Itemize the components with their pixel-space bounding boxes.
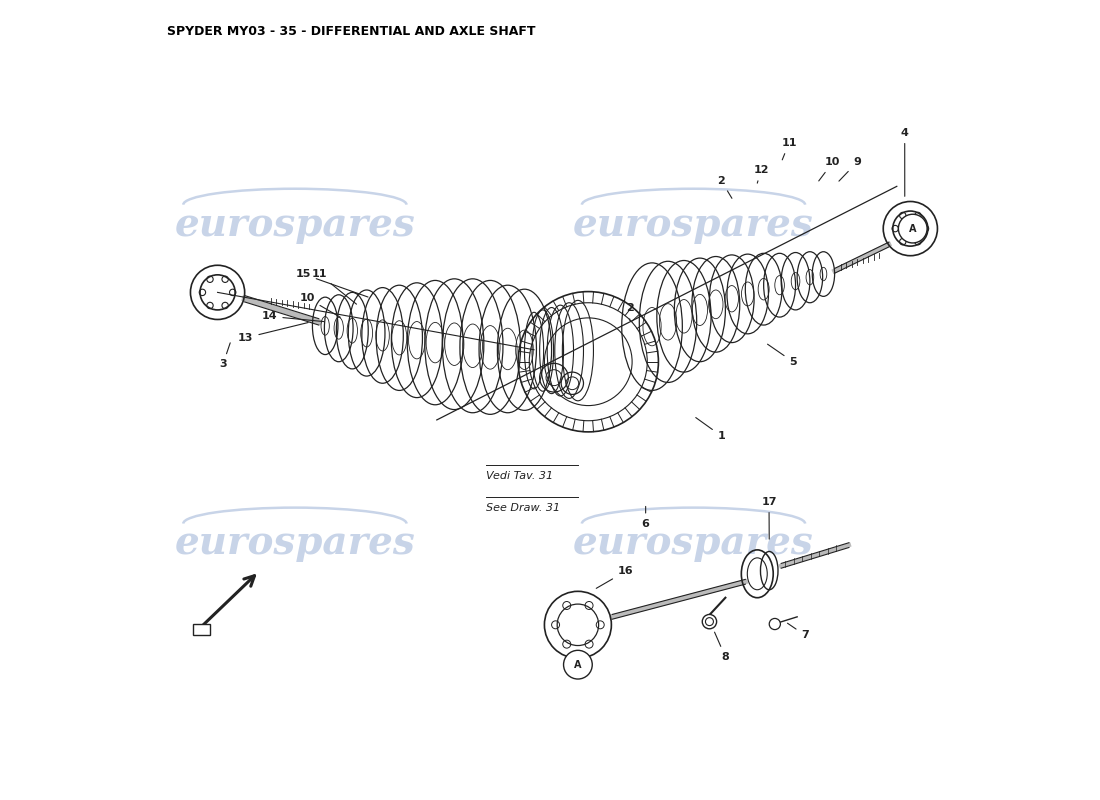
Text: 3: 3 [219, 343, 230, 369]
Text: 17: 17 [761, 497, 777, 539]
Text: 4: 4 [901, 128, 909, 196]
Text: 15: 15 [296, 269, 369, 297]
Text: SPYDER MY03 - 35 - DIFFERENTIAL AND AXLE SHAFT: SPYDER MY03 - 35 - DIFFERENTIAL AND AXLE… [167, 26, 536, 38]
Circle shape [563, 650, 592, 679]
Text: 10: 10 [818, 158, 840, 181]
Text: 11: 11 [781, 138, 796, 160]
Text: Vedi Tav. 31: Vedi Tav. 31 [486, 470, 553, 481]
Text: A: A [909, 223, 916, 234]
Circle shape [769, 618, 780, 630]
Text: 5: 5 [768, 344, 796, 366]
Text: 12: 12 [754, 166, 769, 183]
Text: 7: 7 [788, 623, 808, 640]
Text: 16: 16 [596, 566, 634, 588]
Text: eurospares: eurospares [573, 525, 814, 562]
Text: See Draw. 31: See Draw. 31 [486, 502, 560, 513]
Text: 6: 6 [641, 506, 650, 529]
Text: eurospares: eurospares [175, 525, 416, 562]
Text: 2: 2 [626, 303, 634, 320]
Text: 11: 11 [311, 269, 356, 304]
Text: 9: 9 [839, 158, 861, 181]
Text: 10: 10 [299, 293, 340, 318]
Circle shape [702, 614, 716, 629]
Text: eurospares: eurospares [175, 206, 416, 244]
Text: 2: 2 [717, 176, 732, 198]
Text: A: A [574, 660, 582, 670]
Text: 8: 8 [715, 632, 729, 662]
Circle shape [899, 214, 927, 243]
Text: 14: 14 [262, 311, 324, 322]
Text: eurospares: eurospares [573, 206, 814, 244]
Text: 1: 1 [696, 418, 725, 441]
Text: 13: 13 [238, 322, 308, 343]
FancyBboxPatch shape [192, 624, 210, 635]
